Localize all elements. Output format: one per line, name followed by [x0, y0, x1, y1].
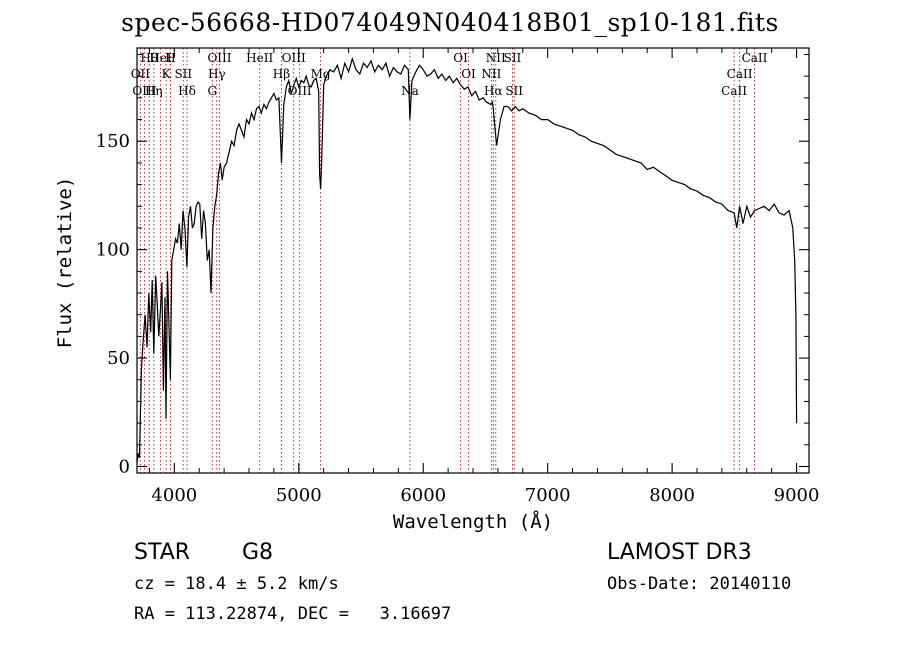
survey-name: LAMOST DR3 — [607, 540, 752, 565]
line-marker-label: HeI — [149, 51, 172, 65]
line-marker-label: OIII — [282, 51, 306, 65]
line-marker-label: Hα — [484, 84, 503, 98]
line-marker-label: H — [165, 51, 175, 65]
object-subclass: G8 — [242, 540, 274, 565]
line-marker-label: SII — [174, 67, 192, 81]
y-tick-label: 100 — [96, 240, 130, 261]
y-tick-label: 50 — [107, 348, 130, 369]
line-marker-label: OIII — [132, 84, 156, 98]
line-marker-label: K — [162, 67, 172, 81]
x-tick-label: 9000 — [774, 485, 820, 506]
line-marker-label: Hδ — [178, 84, 196, 98]
line-marker-label: SII — [504, 51, 522, 65]
line-marker-label: G — [207, 84, 217, 98]
spectrum-line — [136, 56, 798, 463]
line-marker-label: CaII — [727, 67, 753, 81]
line-marker-label: OIII — [288, 84, 312, 98]
line-marker-label: SII — [505, 84, 523, 98]
figure-title: spec-56668-HD074049N040418B01_sp10-181.f… — [121, 8, 779, 37]
y-axis-label: Flux (relative) — [54, 177, 76, 349]
x-axis-label: Wavelength (Å) — [393, 510, 553, 533]
line-marker-label: CaII — [742, 51, 768, 65]
x-tick-label: 4000 — [151, 485, 197, 506]
redshift-value: cz = 18.4 ± 5.2 km/s — [134, 574, 339, 594]
line-marker-label: OII — [131, 67, 151, 81]
line-marker-label: OI — [461, 67, 476, 81]
line-marker-label: NII — [481, 67, 501, 81]
coordinates: RA = 113.22874, DEC = 3.16697 — [134, 604, 452, 624]
x-tick-label: 7000 — [525, 485, 571, 506]
y-axis: 0 50 100 150 — [96, 54, 809, 477]
line-marker-label: OIII — [207, 51, 231, 65]
observation-date: Obs-Date: 20140110 — [607, 574, 792, 594]
x-axis: 4000 5000 6000 7000 8000 9000 — [148, 48, 820, 506]
line-marker-label: CaII — [721, 84, 747, 98]
y-tick-label: 0 — [119, 456, 130, 477]
line-marker-label: NII — [486, 51, 506, 65]
y-tick-label: 150 — [96, 131, 130, 152]
line-marker-label: Na — [401, 84, 419, 98]
line-marker-label: Hγ — [208, 67, 226, 81]
plot-frame — [136, 47, 810, 474]
x-tick-label: 6000 — [400, 485, 446, 506]
line-marker-label: OI — [453, 51, 468, 65]
line-marker-label: Hβ — [273, 67, 290, 81]
x-tick-label: 5000 — [276, 485, 322, 506]
line-marker-label: HeII — [246, 51, 273, 65]
line-markers — [139, 48, 755, 473]
line-marker-label: Hθ — [140, 51, 158, 65]
line-marker-label: Hη — [145, 84, 163, 98]
x-tick-label: 8000 — [649, 485, 695, 506]
line-marker-label: Mg — [311, 67, 331, 81]
object-class: STAR — [134, 540, 191, 565]
